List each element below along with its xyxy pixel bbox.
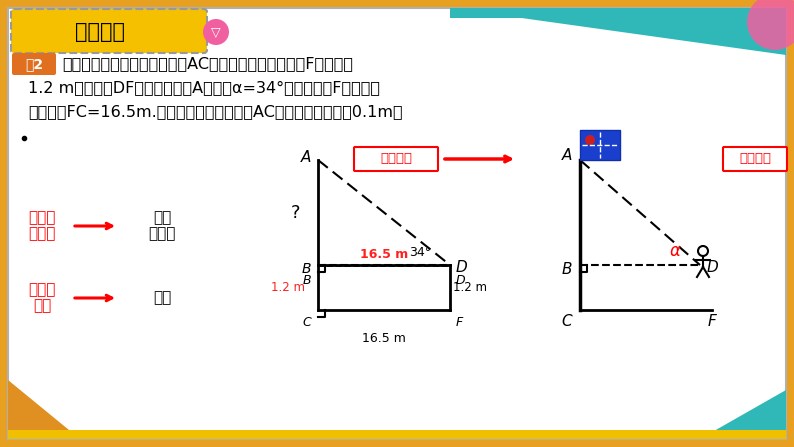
Text: 34°: 34° (409, 246, 431, 260)
Bar (580, 130, 620, 160)
Circle shape (203, 19, 229, 45)
Text: A: A (301, 151, 311, 165)
Bar (8, 430, 786, 439)
Text: 性质: 性质 (33, 299, 51, 313)
Text: ?: ? (291, 203, 301, 222)
Text: 解直角: 解直角 (29, 211, 56, 225)
Text: 16.5 m: 16.5 m (362, 332, 406, 345)
Circle shape (585, 135, 595, 145)
Text: 1.2 m: 1.2 m (453, 281, 487, 294)
Text: 直角: 直角 (153, 211, 172, 225)
Text: B: B (303, 274, 311, 287)
Text: C: C (303, 316, 311, 329)
Polygon shape (700, 390, 786, 439)
Text: F: F (707, 315, 716, 329)
Text: α: α (669, 242, 680, 260)
Text: 水平距离FC=16.5m.请你帮助他计算出旗杆AC的高（结果精确到0.1m）: 水平距离FC=16.5m.请你帮助他计算出旗杆AC的高（结果精确到0.1m） (28, 105, 403, 119)
Text: A: A (562, 148, 572, 164)
Text: 数学模型: 数学模型 (380, 152, 412, 165)
Text: 探究新知: 探究新知 (75, 22, 125, 42)
Text: 三角形: 三角形 (148, 227, 175, 241)
Text: 实际问题: 实际问题 (739, 152, 771, 165)
Text: 1.2 m的测角仪DF测得旗杆顶部A的仰角α=34°，再量出点F到旗杆的: 1.2 m的测角仪DF测得旗杆顶部A的仰角α=34°，再量出点F到旗杆的 (28, 80, 380, 96)
Circle shape (747, 0, 794, 50)
Text: 例2: 例2 (25, 57, 43, 71)
Text: 三角形: 三角形 (29, 227, 56, 241)
Text: B: B (561, 261, 572, 277)
Text: ▽: ▽ (211, 26, 221, 39)
FancyBboxPatch shape (11, 9, 207, 53)
Text: 如图，某同学在测量学校旗杆AC的高度时，先在测量点F处用高为: 如图，某同学在测量学校旗杆AC的高度时，先在测量点F处用高为 (62, 56, 353, 72)
FancyBboxPatch shape (12, 53, 56, 75)
Text: 矩形: 矩形 (153, 291, 172, 305)
FancyBboxPatch shape (354, 147, 438, 171)
Text: D: D (455, 260, 467, 274)
Text: C: C (561, 315, 572, 329)
Bar (450, 8, 786, 18)
Text: 16.5 m: 16.5 m (360, 249, 408, 261)
Polygon shape (450, 8, 786, 55)
FancyBboxPatch shape (723, 147, 787, 171)
Text: 1.2 m: 1.2 m (271, 281, 305, 294)
Text: D: D (455, 274, 464, 287)
Text: F: F (456, 316, 463, 329)
Text: D: D (706, 260, 718, 274)
Text: B: B (301, 262, 310, 276)
Text: 矩形的: 矩形的 (29, 283, 56, 298)
Polygon shape (8, 380, 80, 439)
